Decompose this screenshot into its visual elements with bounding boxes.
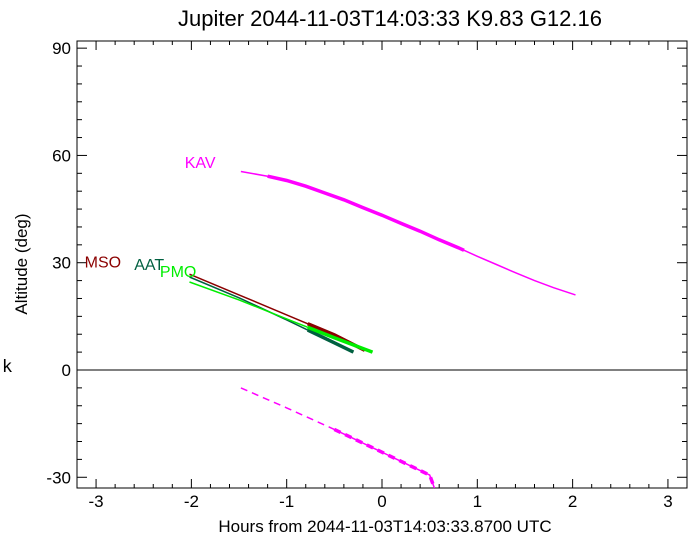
y-tick-label: -30 bbox=[46, 468, 71, 487]
x-tick-label: -1 bbox=[279, 492, 294, 511]
series-label-kav: KAV bbox=[185, 155, 216, 172]
y-axis-label: Altitude (deg) bbox=[12, 213, 31, 314]
x-tick-label: -2 bbox=[184, 492, 199, 511]
series-bold-kav bbox=[267, 174, 465, 252]
y-tick-label: 0 bbox=[62, 361, 71, 380]
x-tick-label: 3 bbox=[663, 492, 672, 511]
side-mark: k bbox=[2, 357, 12, 377]
x-tick-label: -3 bbox=[89, 492, 104, 511]
x-axis-label: Hours from 2044-11-03T14:03:33.8700 UTC bbox=[218, 517, 551, 536]
x-tick-label: 0 bbox=[377, 492, 386, 511]
axis-ticks: -3 -2 -1 0 1 2 3 -30 0 30 60 90 bbox=[46, 39, 688, 511]
series-label-mso: MSO bbox=[85, 255, 121, 272]
x-tick-label: 1 bbox=[473, 492, 482, 511]
series-label-aat: AAT bbox=[134, 257, 164, 274]
y-tick-label: 90 bbox=[52, 39, 71, 58]
series-bold-aat bbox=[306, 328, 355, 354]
chart-title: Jupiter 2044-11-03T14:03:33 K9.83 G12.16 bbox=[178, 6, 602, 31]
series-label-pmo: PMO bbox=[160, 264, 196, 281]
y-tick-label: 30 bbox=[52, 254, 71, 273]
series-line-kav-below-horizon bbox=[240, 387, 436, 489]
series-bold-pmo bbox=[307, 325, 374, 354]
series-bold-kav-below-horizon bbox=[333, 427, 437, 489]
series-line-kav bbox=[240, 170, 576, 296]
y-tick-label: 60 bbox=[52, 146, 71, 165]
x-tick-label: 2 bbox=[568, 492, 577, 511]
